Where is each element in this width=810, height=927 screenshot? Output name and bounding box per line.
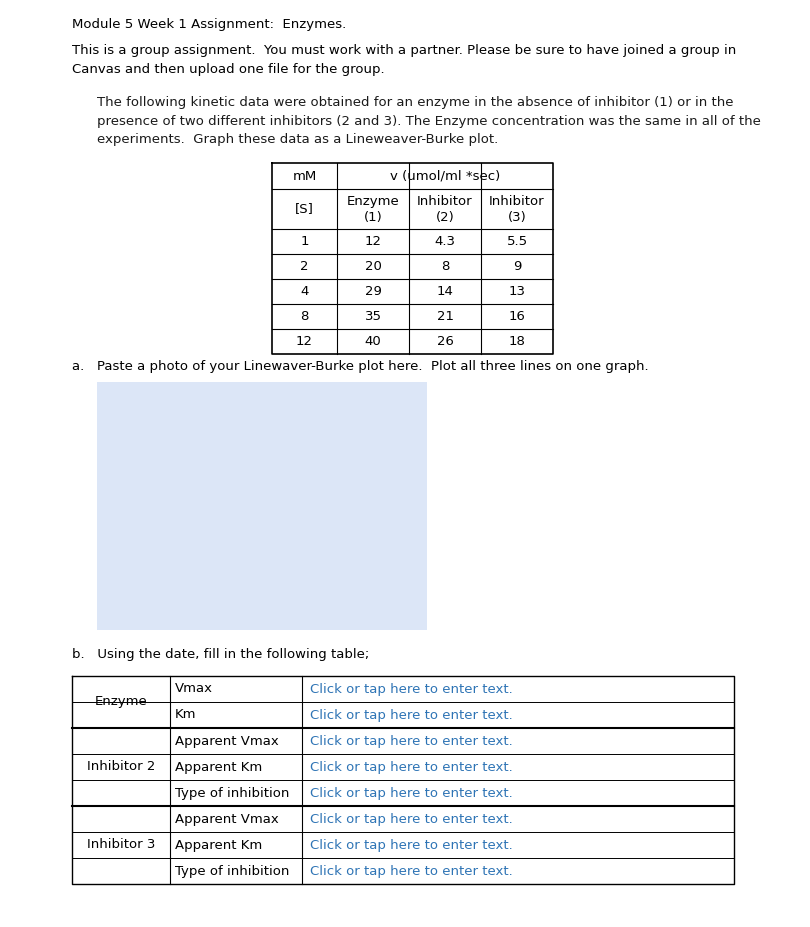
Text: 20: 20 bbox=[364, 260, 382, 273]
Text: Apparent Vmax: Apparent Vmax bbox=[175, 734, 279, 747]
Text: Click or tap here to enter text.: Click or tap here to enter text. bbox=[310, 865, 513, 878]
Text: Click or tap here to enter text.: Click or tap here to enter text. bbox=[310, 786, 513, 799]
Text: 4: 4 bbox=[301, 285, 309, 298]
Text: 12: 12 bbox=[296, 335, 313, 348]
Text: Click or tap here to enter text.: Click or tap here to enter text. bbox=[310, 682, 513, 695]
Text: v (umol/ml *sec): v (umol/ml *sec) bbox=[390, 170, 500, 183]
Text: Inhibitor
(3): Inhibitor (3) bbox=[489, 195, 545, 223]
Text: Apparent Km: Apparent Km bbox=[175, 839, 262, 852]
Text: The following kinetic data were obtained for an enzyme in the absence of inhibit: The following kinetic data were obtained… bbox=[97, 96, 761, 146]
Text: Click or tap here to enter text.: Click or tap here to enter text. bbox=[310, 760, 513, 773]
Text: Enzyme: Enzyme bbox=[95, 695, 147, 708]
Text: Km: Km bbox=[175, 708, 197, 721]
Text: mM: mM bbox=[292, 170, 317, 183]
Text: b.   Using the date, fill in the following table;: b. Using the date, fill in the following… bbox=[72, 648, 369, 661]
Text: 26: 26 bbox=[437, 335, 454, 348]
Text: Type of inhibition: Type of inhibition bbox=[175, 786, 289, 799]
Text: [S]: [S] bbox=[295, 202, 314, 215]
Text: Inhibitor 2: Inhibitor 2 bbox=[87, 760, 156, 773]
Text: 8: 8 bbox=[301, 310, 309, 323]
Text: 29: 29 bbox=[364, 285, 382, 298]
Text: 21: 21 bbox=[437, 310, 454, 323]
Text: Click or tap here to enter text.: Click or tap here to enter text. bbox=[310, 734, 513, 747]
Text: Apparent Km: Apparent Km bbox=[175, 760, 262, 773]
Text: 16: 16 bbox=[509, 310, 526, 323]
Text: Apparent Vmax: Apparent Vmax bbox=[175, 812, 279, 826]
Bar bbox=[97, 382, 427, 630]
Text: Click or tap here to enter text.: Click or tap here to enter text. bbox=[310, 812, 513, 826]
Text: Type of inhibition: Type of inhibition bbox=[175, 865, 289, 878]
Text: Vmax: Vmax bbox=[175, 682, 213, 695]
Text: a.   Paste a photo of your Linewaver-Burke plot here.  Plot all three lines on o: a. Paste a photo of your Linewaver-Burke… bbox=[72, 360, 649, 373]
Text: Enzyme
(1): Enzyme (1) bbox=[347, 195, 399, 223]
Text: Module 5 Week 1 Assignment:  Enzymes.: Module 5 Week 1 Assignment: Enzymes. bbox=[72, 18, 346, 31]
Text: Click or tap here to enter text.: Click or tap here to enter text. bbox=[310, 708, 513, 721]
Text: 1: 1 bbox=[301, 235, 309, 248]
Text: 4.3: 4.3 bbox=[434, 235, 455, 248]
Text: Inhibitor 3: Inhibitor 3 bbox=[87, 839, 156, 852]
Text: 2: 2 bbox=[301, 260, 309, 273]
Text: 8: 8 bbox=[441, 260, 450, 273]
Text: 40: 40 bbox=[364, 335, 382, 348]
Text: 9: 9 bbox=[513, 260, 521, 273]
Text: 35: 35 bbox=[364, 310, 382, 323]
Text: 12: 12 bbox=[364, 235, 382, 248]
Text: 5.5: 5.5 bbox=[506, 235, 527, 248]
Text: 14: 14 bbox=[437, 285, 454, 298]
Text: Inhibitor
(2): Inhibitor (2) bbox=[417, 195, 473, 223]
Text: Click or tap here to enter text.: Click or tap here to enter text. bbox=[310, 839, 513, 852]
Text: This is a group assignment.  You must work with a partner. Please be sure to hav: This is a group assignment. You must wor… bbox=[72, 44, 736, 75]
Text: 13: 13 bbox=[509, 285, 526, 298]
Text: 18: 18 bbox=[509, 335, 526, 348]
